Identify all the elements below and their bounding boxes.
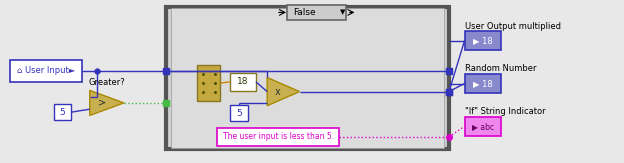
FancyBboxPatch shape [464, 74, 500, 93]
FancyBboxPatch shape [230, 105, 248, 121]
Text: "If" String Indicator: "If" String Indicator [464, 107, 545, 116]
Text: Greater?: Greater? [89, 78, 125, 87]
Text: ▶ 18: ▶ 18 [473, 79, 492, 88]
Text: 5: 5 [59, 108, 65, 117]
FancyBboxPatch shape [464, 31, 500, 50]
Text: >: > [97, 98, 106, 108]
FancyBboxPatch shape [197, 65, 220, 101]
Text: ⌂ User Input►: ⌂ User Input► [17, 67, 75, 75]
Text: 5: 5 [236, 109, 242, 118]
Text: False: False [293, 8, 316, 17]
FancyBboxPatch shape [54, 104, 71, 120]
Text: ▶ 18: ▶ 18 [473, 36, 492, 45]
FancyBboxPatch shape [464, 117, 500, 136]
Text: The user input is less than 5.: The user input is less than 5. [223, 132, 334, 141]
Text: ▼: ▼ [340, 9, 345, 15]
Polygon shape [267, 77, 300, 106]
Polygon shape [90, 90, 124, 115]
Text: User Output multiplied: User Output multiplied [464, 22, 560, 31]
FancyBboxPatch shape [217, 128, 339, 146]
Text: 18: 18 [237, 77, 248, 86]
FancyBboxPatch shape [166, 7, 449, 149]
FancyBboxPatch shape [10, 60, 82, 82]
Text: ▶ abc: ▶ abc [472, 122, 494, 131]
FancyBboxPatch shape [171, 8, 444, 148]
FancyBboxPatch shape [287, 5, 346, 20]
FancyBboxPatch shape [230, 73, 256, 91]
Text: Random Number: Random Number [464, 64, 536, 73]
Text: x: x [275, 87, 280, 97]
